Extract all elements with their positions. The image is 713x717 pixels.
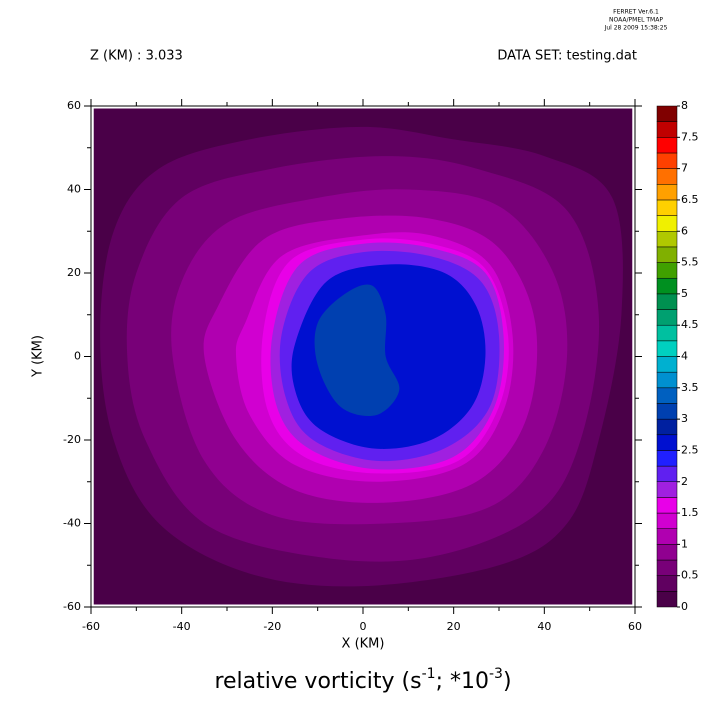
colorbar-cell [656, 418, 678, 436]
x-tick-label: 20 [447, 620, 461, 633]
y-tick-label: -60 [63, 600, 81, 613]
x-tick-label: -40 [173, 620, 191, 633]
x-tick-label: 0 [360, 620, 367, 633]
colorbar-cell [656, 246, 678, 263]
stamp-line: FERRET Ver.6.1 [613, 9, 659, 16]
colorbar-cell [656, 152, 678, 169]
colorbar-cell [656, 387, 678, 404]
colorbar-tick-label: 7.5 [681, 130, 699, 143]
colorbar-cell [656, 512, 678, 529]
header-left: Z (KM) : 3.033 [90, 49, 183, 64]
colorbar-cell [656, 199, 678, 216]
title-superscript: -3 [489, 666, 503, 682]
colorbar-cell [656, 184, 678, 201]
colorbar-tick-label: 0.5 [681, 569, 699, 582]
colorbar-tick-label: 2 [681, 475, 688, 488]
y-axis-label: Y (KM) [31, 335, 46, 378]
colorbar-cell [656, 293, 678, 310]
y-tick-label: 40 [67, 183, 81, 196]
y-tick-label: -20 [63, 433, 81, 446]
colorbar-cell [656, 137, 678, 154]
title-part: ; *10 [436, 669, 489, 694]
header-right: DATA SET: testing.dat [497, 49, 637, 64]
colorbar-tick-label: 0 [681, 600, 688, 613]
colorbar-tick-label: 4.5 [681, 318, 699, 331]
colorbar-cell [656, 450, 678, 467]
title-part: ) [503, 669, 512, 694]
title-superscript: -1 [422, 666, 436, 682]
contour-region [314, 284, 400, 416]
y-tick-label: 20 [67, 266, 81, 279]
colorbar-tick-label: 1 [681, 537, 688, 550]
colorbar-tick-label: 7 [681, 162, 688, 175]
y-tick-label: 0 [74, 350, 81, 363]
y-tick-label: 60 [67, 99, 81, 112]
colorbar-cell [656, 434, 678, 451]
colorbar-cell [656, 528, 678, 545]
colorbar-tick-label: 1.5 [681, 506, 699, 519]
colorbar-cell [656, 575, 678, 592]
colorbar-cell [656, 465, 678, 482]
colorbar-cell [656, 168, 678, 185]
colorbar-tick-label: 4 [681, 350, 688, 363]
colorbar-tick-label: 6.5 [681, 193, 699, 206]
colorbar-cell [656, 403, 678, 420]
x-axis-label: X (KM) [342, 637, 385, 652]
x-tick-label: -60 [82, 620, 100, 633]
colorbar-cell [656, 105, 678, 122]
y-tick-label: -40 [63, 517, 81, 530]
colorbar-cell [656, 277, 678, 295]
colorbar-cell [656, 262, 678, 279]
colorbar-tick-label: 3.5 [681, 381, 699, 394]
colorbar-cell [656, 121, 678, 138]
stamp-line: NOAA/PMEL TMAP [609, 17, 663, 24]
x-tick-label: 40 [537, 620, 551, 633]
colorbar-cell [656, 231, 678, 248]
colorbar-tick-label: 6 [681, 224, 688, 237]
chart-title: relative vorticity (s-1; *10-3) [214, 666, 511, 694]
contour-field [93, 108, 633, 605]
colorbar-cell [656, 215, 678, 232]
colorbar-cell [656, 591, 678, 608]
colorbar-cell [656, 544, 678, 561]
x-tick-label: -20 [263, 620, 281, 633]
colorbar-tick-label: 3 [681, 412, 688, 425]
colorbar-tick-label: 2.5 [681, 443, 699, 456]
colorbar-tick-label: 8 [681, 99, 688, 112]
colorbar-cell [656, 481, 678, 498]
colorbar-tick-label: 5 [681, 287, 688, 300]
title-part: relative vorticity (s [214, 669, 421, 694]
colorbar-cell [656, 497, 678, 514]
colorbar-cell [656, 309, 678, 326]
colorbar-cell [656, 356, 678, 373]
colorbar-cell [656, 340, 678, 357]
axes: -60 -40 -20 0 20 40 60 -60 -40 -20 0 20 40 60 0 0.5 1 1.5… [63, 99, 699, 633]
colorbar-tick-label: 5.5 [681, 256, 699, 269]
colorbar-cell [656, 324, 678, 342]
colorbar-cell [656, 371, 678, 389]
colorbar-cell [656, 559, 678, 576]
stamp-line: Jul 28 2009 15:38:25 [604, 25, 668, 32]
x-tick-label: 60 [628, 620, 642, 633]
